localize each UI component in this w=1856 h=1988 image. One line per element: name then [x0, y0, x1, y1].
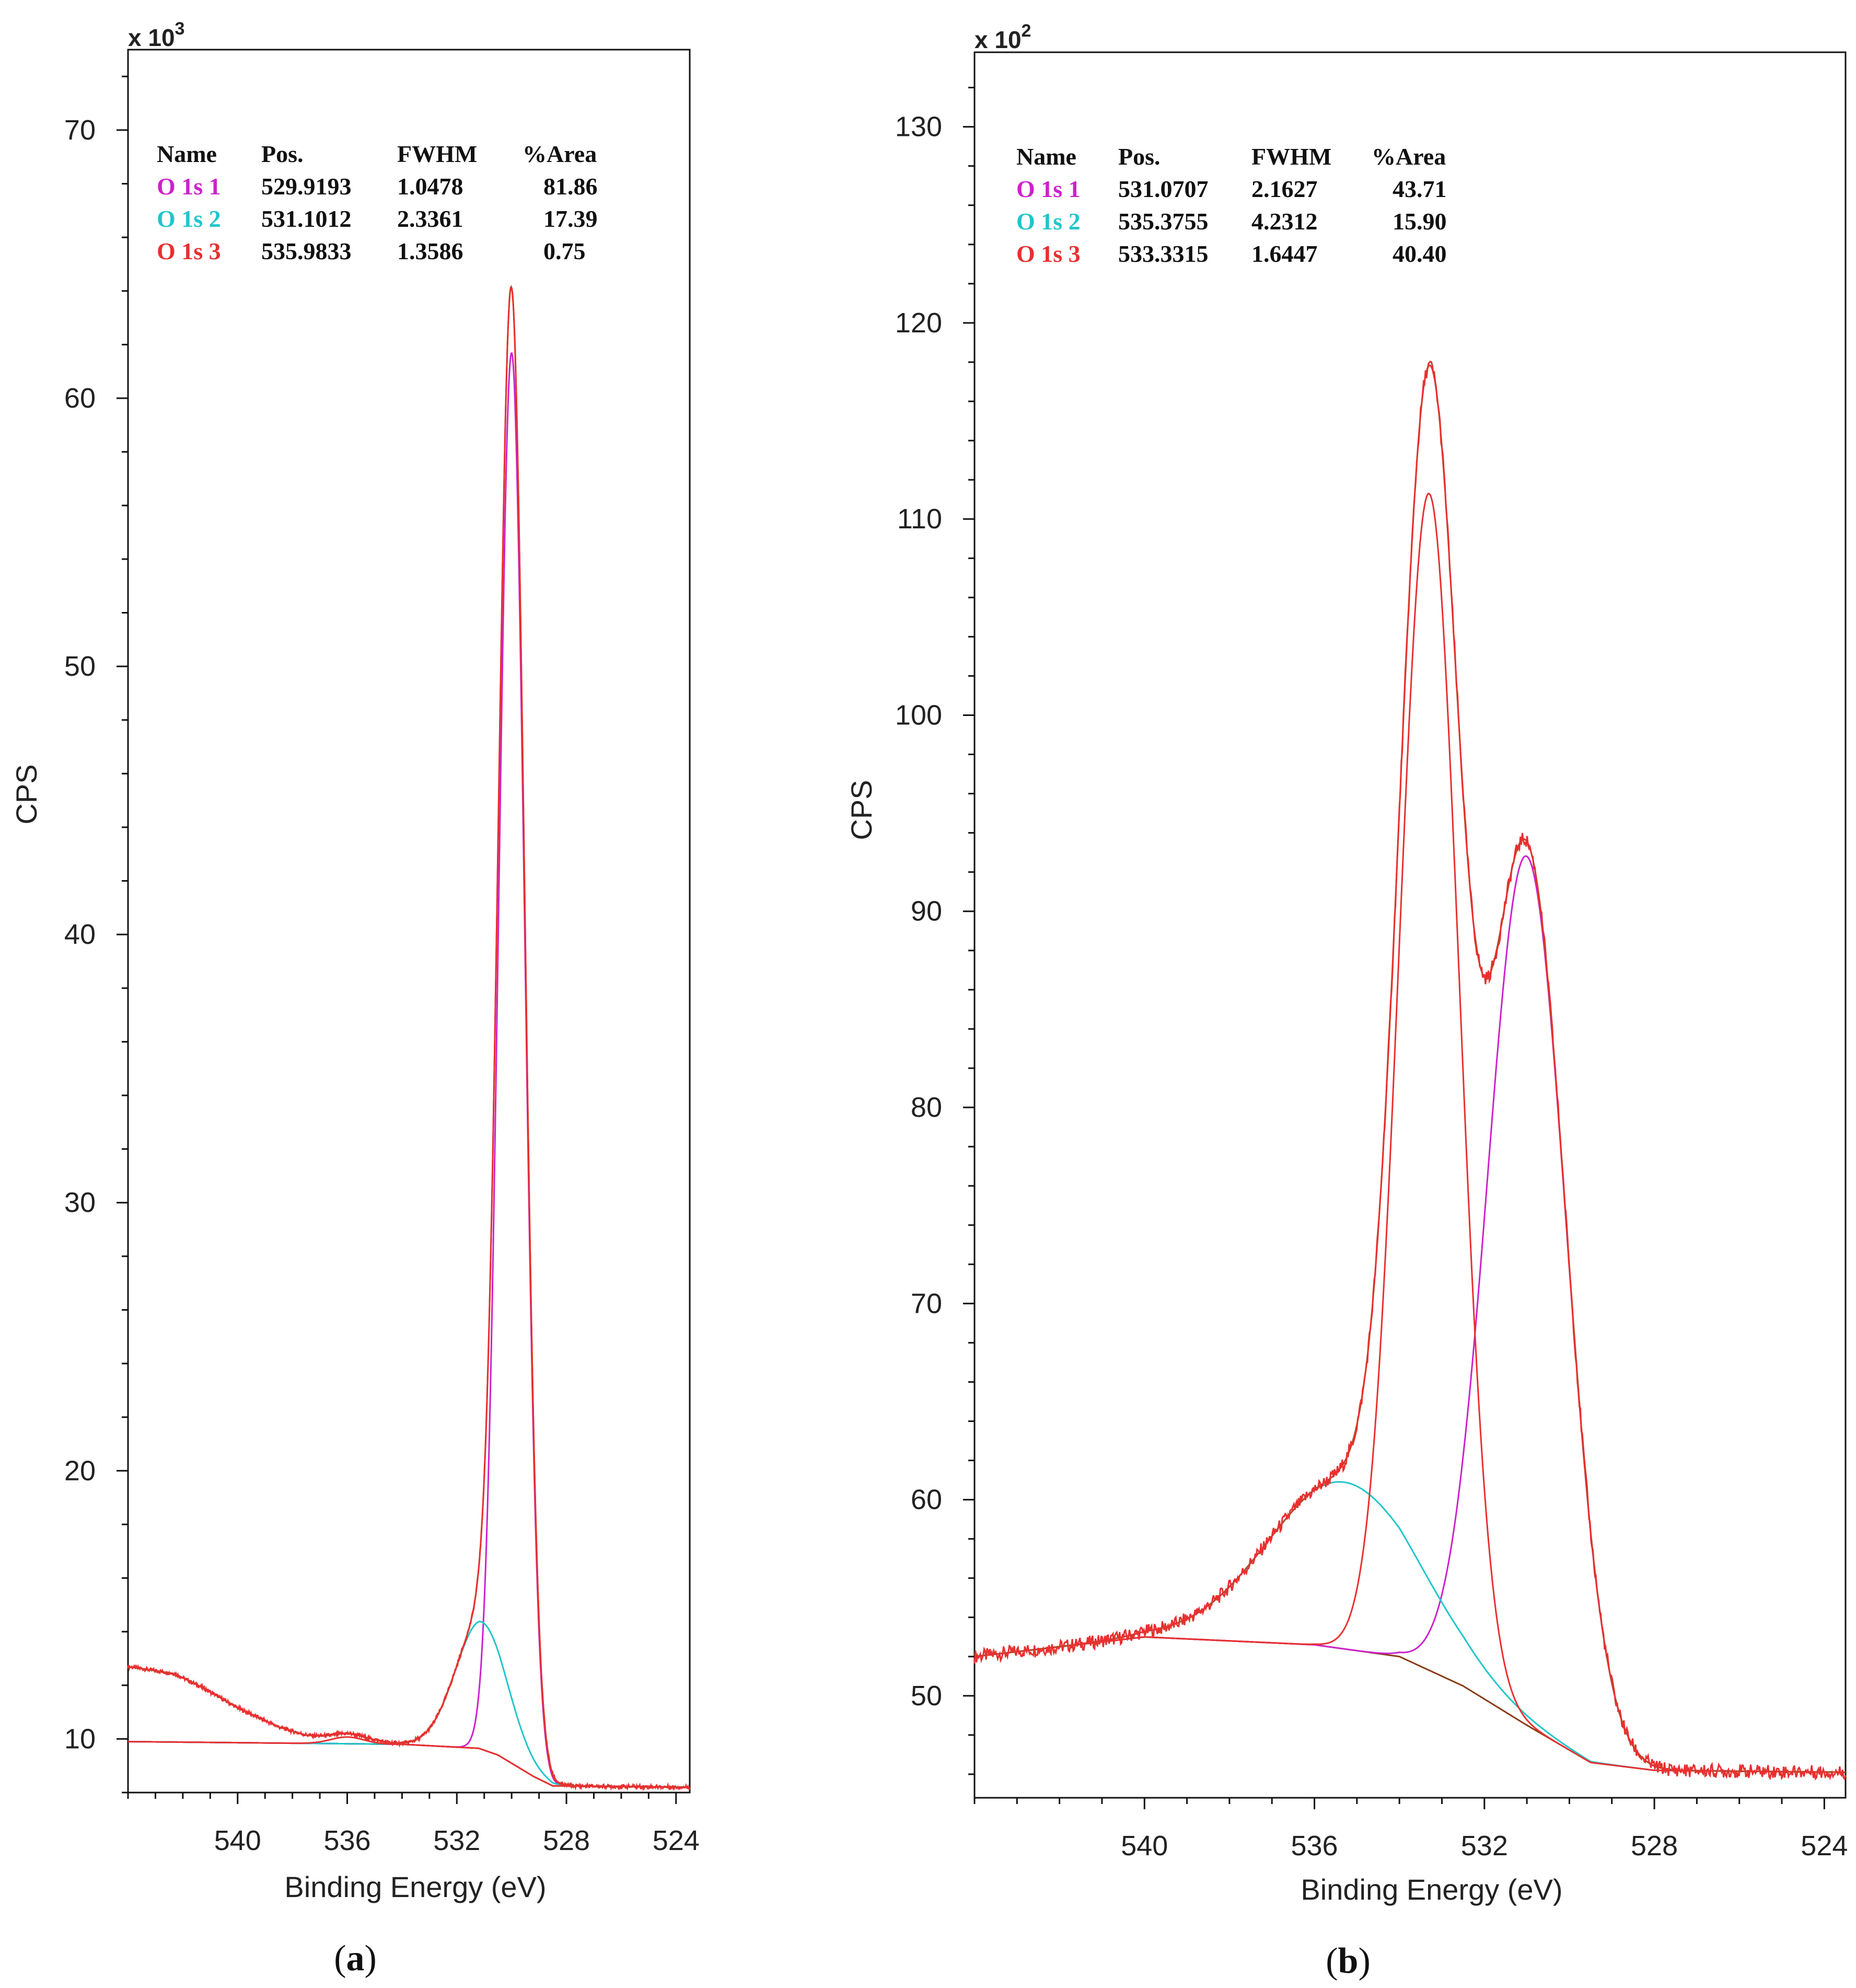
- legend-header-a: Pos.: [261, 141, 304, 167]
- legend-header-b: Pos.: [1118, 143, 1161, 170]
- y-tick-label-b: 80: [911, 1092, 942, 1123]
- y-tick-label-b: 100: [895, 699, 942, 731]
- legend-header-a: %Area: [523, 141, 597, 167]
- plot-frame-b: [973, 51, 1847, 1799]
- legend-value-b: 2.1627: [1251, 176, 1318, 202]
- legend-value-b: 533.3315: [1118, 240, 1209, 267]
- legend-name-b: O 1s 1: [1016, 176, 1081, 202]
- x-tick-label-b: 532: [1461, 1830, 1508, 1862]
- panel-label-a: (a): [334, 1938, 377, 1979]
- chart-panel-b: 50 60 70 80 90 100 110 120 130 540 536 532 528 524 Na…: [845, 21, 1848, 1981]
- legend-name-b: O 1s 3: [1016, 240, 1081, 267]
- y-multiplier-b: x 102: [975, 21, 1031, 53]
- y-tick-label-a: 30: [64, 1187, 96, 1218]
- legend-value-a: 2.3361: [397, 205, 463, 232]
- legend-header-a: FWHM: [397, 141, 477, 167]
- plot-frame-a: [127, 49, 691, 1794]
- x-tick-label-a: 532: [433, 1825, 480, 1856]
- x-axis-title-b: Binding Energy (eV): [1301, 1873, 1562, 1906]
- legend-header-b: Name: [1016, 143, 1076, 170]
- y-tick-label-b: 70: [911, 1288, 942, 1319]
- legend-value-b: 535.3755: [1118, 208, 1209, 235]
- panel-label-b: (b): [1326, 1941, 1371, 1981]
- x-tick-label-a: 540: [214, 1825, 261, 1856]
- legend-header-a: Name: [157, 141, 217, 167]
- legend-header-b: FWHM: [1251, 143, 1331, 170]
- legend-value-b: 15.90: [1393, 208, 1447, 235]
- raw-data-line-b: [973, 361, 1847, 1781]
- legend-value-a: 17.39: [543, 205, 598, 232]
- x-axis-title-a: Binding Energy (eV): [284, 1870, 546, 1903]
- legend-name-a: O 1s 2: [157, 205, 221, 232]
- legend-a: Name Pos. FWHM %Area O 1s 1 529.9193 1.0478 81.…: [157, 141, 598, 264]
- x-tick-label-a: 536: [323, 1825, 370, 1856]
- legend-name-a: O 1s 3: [157, 238, 221, 264]
- legend-header-b: %Area: [1372, 143, 1446, 170]
- series-group-b: [973, 361, 1847, 1781]
- y-axis-title-a: CPS: [10, 764, 43, 824]
- y-tick-label-a: 60: [64, 383, 96, 414]
- legend-value-b: 1.6447: [1251, 240, 1318, 267]
- y-tick-label-a: 40: [64, 919, 96, 950]
- y-tick-label-a: 50: [64, 651, 96, 682]
- y-tick-label-a: 20: [64, 1455, 96, 1486]
- legend-value-b: 4.2312: [1251, 208, 1318, 235]
- y-tick-label-b: 60: [911, 1484, 942, 1516]
- y-tick-label-b: 130: [895, 111, 942, 143]
- legend-b: Name Pos. FWHM %Area O 1s 1 531.0707 2.1627 43.…: [1016, 143, 1447, 267]
- legend-value-a: 0.75: [543, 238, 586, 264]
- legend-value-a: 1.0478: [397, 173, 463, 200]
- x-tick-label-b: 540: [1121, 1830, 1168, 1862]
- y-tick-label-a: 70: [64, 114, 96, 146]
- legend-value-a: 531.1012: [261, 205, 352, 232]
- y-multiplier-a: x 103: [128, 19, 184, 51]
- x-tick-label-b: 524: [1801, 1830, 1848, 1862]
- axes-ticks-a: 10 20 30 40 50 60 70 540 536 532 528 524: [64, 75, 700, 1856]
- legend-value-a: 535.9833: [261, 238, 352, 264]
- series-group-a: [127, 284, 691, 1791]
- y-tick-label-b: 120: [895, 307, 942, 339]
- y-axis-title-b: CPS: [845, 780, 878, 840]
- x-tick-label-a: 528: [543, 1825, 590, 1856]
- legend-value-b: 40.40: [1393, 240, 1447, 267]
- x-tick-label-b: 536: [1291, 1830, 1338, 1862]
- y-tick-label-b: 110: [897, 503, 942, 535]
- y-tick-label-b: 50: [911, 1680, 942, 1712]
- raw-data-line-a: [127, 286, 691, 1791]
- legend-value-b: 531.0707: [1118, 176, 1209, 202]
- axes-ticks-b: 50 60 70 80 90 100 110 120 130 540 536 532 528 524: [895, 87, 1848, 1862]
- y-tick-label-b: 90: [911, 896, 942, 927]
- x-tick-label-a: 524: [653, 1825, 700, 1856]
- y-tick-label-a: 10: [64, 1723, 96, 1754]
- legend-value-a: 81.86: [543, 173, 598, 200]
- legend-value-b: 43.71: [1393, 176, 1447, 202]
- legend-name-a: O 1s 1: [157, 173, 221, 200]
- legend-value-a: 1.3586: [397, 238, 463, 264]
- legend-name-b: O 1s 2: [1016, 208, 1081, 235]
- chart-panel-a: 10 20 30 40 50 60 70 540 536 532 528 524 Name Pos. FW…: [10, 19, 700, 1979]
- x-tick-label-b: 528: [1631, 1830, 1678, 1862]
- legend-value-a: 529.9193: [261, 173, 352, 200]
